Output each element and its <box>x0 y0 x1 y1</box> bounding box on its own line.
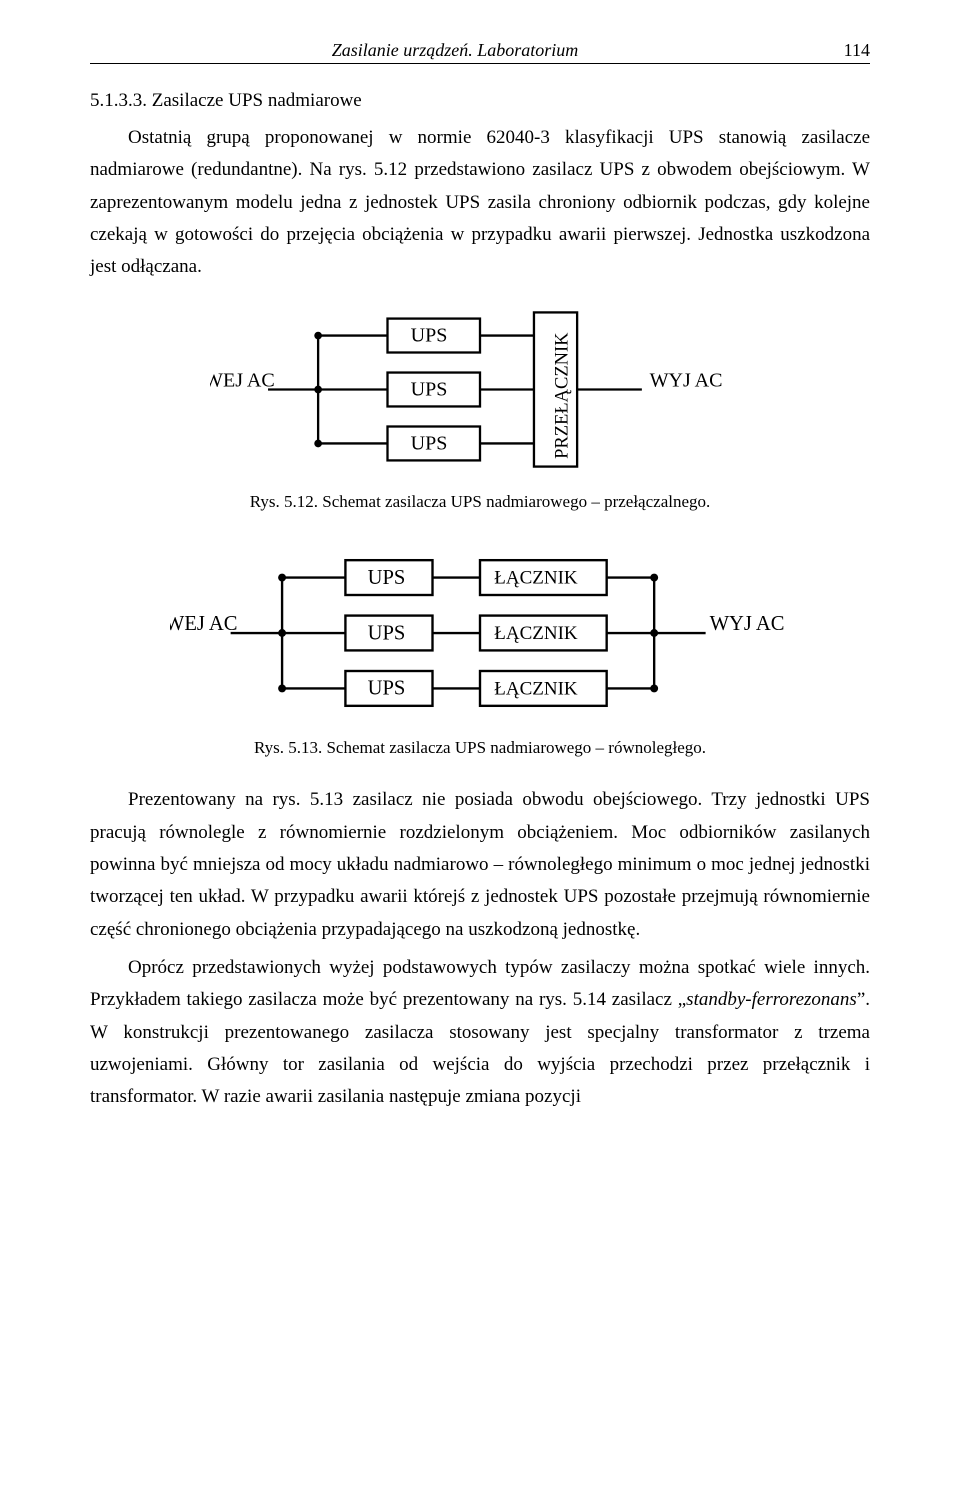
wyj-ac-label: WYJ AC <box>650 370 723 392</box>
wyj-ac-label: WYJ AC <box>710 613 785 635</box>
ups-label: UPS <box>411 433 448 455</box>
paragraph-3-em: standby-ferrorezonans <box>686 989 857 1010</box>
figure-5-12-caption: Rys. 5.12. Schemat zasilacza UPS nadmiar… <box>90 492 870 512</box>
switch-label: PRZEŁĄCZNIK <box>553 332 573 459</box>
link-label: ŁĄCZNIK <box>494 623 578 644</box>
ups-label: UPS <box>411 325 448 347</box>
section-heading: 5.1.3.3. Zasilacze UPS nadmiarowe <box>90 90 870 112</box>
link-label: ŁĄCZNIK <box>494 568 578 589</box>
wej-ac-label: WEJ AC <box>170 613 238 635</box>
ups-label: UPS <box>411 379 448 401</box>
link-label: ŁĄCZNIK <box>494 679 578 700</box>
wej-ac-label: WEJ AC <box>210 370 275 392</box>
paragraph-3: Oprócz przedstawionych wyżej podstawowyc… <box>90 952 870 1113</box>
figure-5-13: UPS UPS UPS ŁĄCZNIK ŁĄCZNIK ŁĄCZNIK WE <box>90 538 870 728</box>
figure-5-13-caption: Rys. 5.13. Schemat zasilacza UPS nadmiar… <box>90 738 870 758</box>
paragraph-1: Ostatnią grupą proponowanej w normie 620… <box>90 122 870 283</box>
page: Zasilanie urządzeń. Laboratorium 114 5.1… <box>0 0 960 1179</box>
page-number: 114 <box>820 40 870 61</box>
ups-label: UPS <box>368 567 406 589</box>
running-header: Zasilanie urządzeń. Laboratorium 114 <box>90 40 870 64</box>
ups-label: UPS <box>368 678 406 700</box>
ups-label: UPS <box>368 623 406 645</box>
header-title: Zasilanie urządzeń. Laboratorium <box>90 40 820 61</box>
figure-5-12: UPS UPS UPS PRZEŁĄCZNIK WEJ AC WYJ AC <box>90 297 870 482</box>
paragraph-2: Prezentowany na rys. 5.13 zasilacz nie p… <box>90 784 870 945</box>
